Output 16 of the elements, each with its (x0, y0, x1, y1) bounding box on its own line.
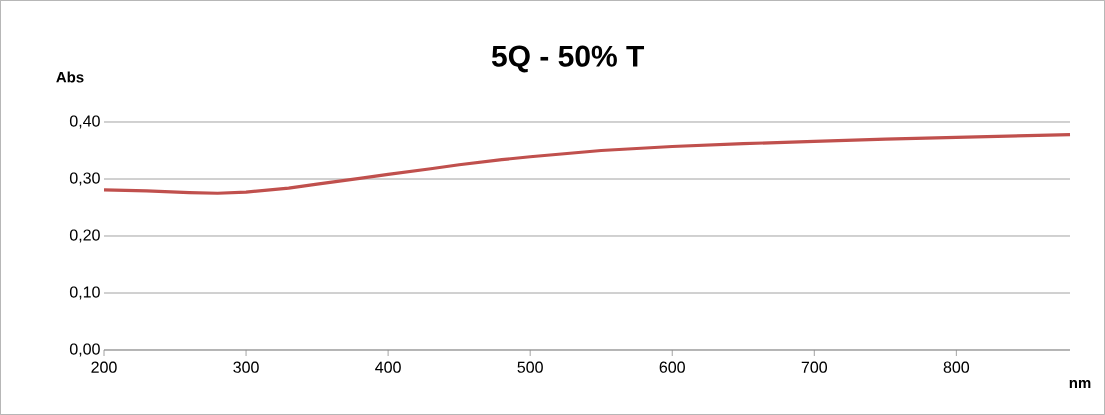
y-tick-label: 0,40 (69, 115, 100, 129)
x-tick-label: 300 (233, 361, 259, 373)
line-series (102, 132, 1072, 195)
y-tick-label: 0,30 (69, 172, 100, 186)
y-axis-title: Abs (56, 71, 84, 83)
y-tick-label: 0,00 (69, 343, 100, 357)
x-tick-label: 200 (91, 361, 117, 373)
x-tick-label: 700 (801, 361, 828, 373)
x-tick-label: 500 (517, 361, 543, 373)
x-axis-title: nm (1069, 379, 1091, 389)
x-tick-label: 800 (943, 361, 970, 373)
x-tick-label: 600 (659, 361, 685, 373)
chart-title: 5Q - 50% T (491, 45, 645, 73)
y-tick-label: 0,20 (69, 229, 100, 243)
x-tick-label: 400 (375, 361, 401, 373)
y-tick-label: 0,10 (69, 286, 100, 300)
